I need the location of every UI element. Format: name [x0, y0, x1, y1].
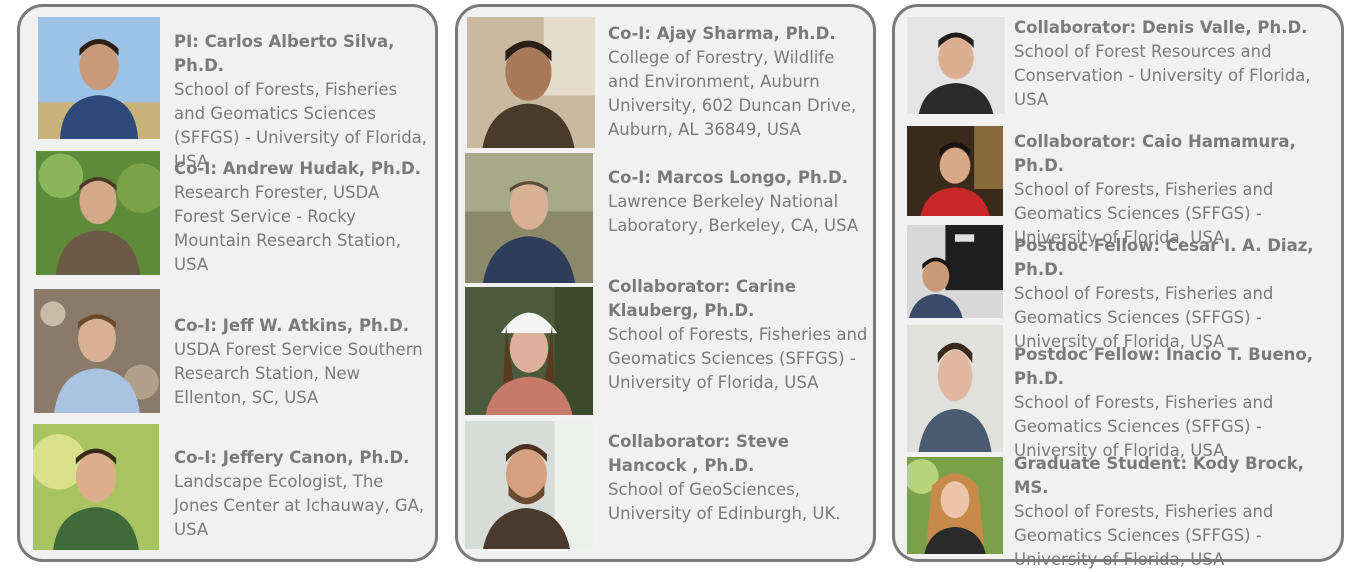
member-photo — [33, 424, 159, 550]
member-affiliation: USDA Forest Service Southern Research St… — [174, 340, 423, 407]
member-affiliation: School of Forest Resources and Conservat… — [1014, 42, 1311, 109]
member-affiliation: School of Forests, Fisheries and Geomati… — [608, 325, 868, 392]
member-photo — [38, 17, 160, 139]
member-affiliation: School of Forests, Fisheries and Geomati… — [1014, 284, 1274, 351]
member-name: Collaborator: Denis Valle, Ph.D. — [1014, 18, 1308, 37]
member-name: Co-I: Marcos Longo, Ph.D. — [608, 168, 848, 187]
member-photo — [467, 17, 595, 148]
member-photo — [907, 17, 1005, 114]
member-photo — [36, 151, 160, 275]
member-name: Collaborator: Carine Klauberg, Ph.D. — [608, 277, 796, 320]
member-affiliation: School of GeoSciences, University of Edi… — [608, 480, 841, 523]
member-name: Postdoc Fellow: Inacio T. Bueno, Ph.D. — [1014, 345, 1313, 388]
member-name: Collaborator: Caio Hamamura, Ph.D. — [1014, 132, 1296, 175]
member-affiliation: School of Forests, Fisheries and Geomati… — [174, 80, 428, 171]
member-photo — [465, 153, 593, 283]
member-affiliation: School of Forests, Fisheries and Geomati… — [1014, 502, 1274, 569]
member-photo — [907, 126, 1003, 216]
member-name: PI: Carlos Alberto Silva, Ph.D. — [174, 32, 395, 75]
member-affiliation: Landscape Ecologist, The Jones Center at… — [174, 472, 425, 539]
member-photo — [34, 289, 160, 413]
member-name: Co-I: Jeffery Canon, Ph.D. — [174, 448, 410, 467]
member-photo — [907, 225, 1003, 318]
member-name: Co-I: Jeff W. Atkins, Ph.D. — [174, 316, 410, 335]
member-name: Collaborator: Steve Hancock , Ph.D. — [608, 432, 789, 475]
member-name: Co-I: Ajay Sharma, Ph.D. — [608, 24, 836, 43]
member-affiliation: College of Forestry, Wildlife and Enviro… — [608, 48, 857, 139]
member-photo — [907, 457, 1003, 554]
member-affiliation: School of Forests, Fisheries and Geomati… — [1014, 180, 1274, 247]
member-name: Postdoc Fellow: Cesar I. A. Diaz, Ph.D. — [1014, 236, 1314, 279]
member-affiliation: Research Forester, USDA Forest Service -… — [174, 183, 401, 274]
member-photo — [465, 287, 593, 415]
member-name: Graduate Student: Kody Brock, MS. — [1014, 454, 1305, 497]
member-photo — [465, 421, 593, 549]
member-photo — [907, 325, 1003, 452]
member-affiliation: School of Forests, Fisheries and Geomati… — [1014, 393, 1274, 460]
member-affiliation: Lawrence Berkeley National Laboratory, B… — [608, 192, 859, 235]
member-name: Co-I: Andrew Hudak, Ph.D. — [174, 159, 421, 178]
